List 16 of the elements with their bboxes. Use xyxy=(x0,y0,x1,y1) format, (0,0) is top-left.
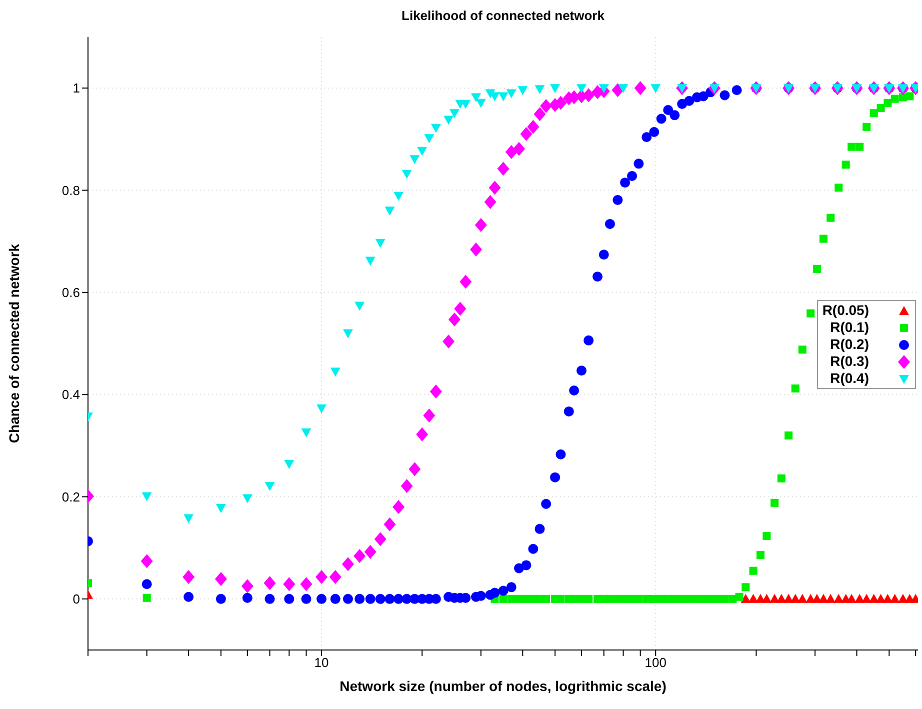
y-axis-title: Chance of connected network xyxy=(6,244,22,444)
x-tick-label: 100 xyxy=(644,655,666,670)
legend-label: R(0.4) xyxy=(830,370,869,387)
y-tick-label: 0.2 xyxy=(62,489,80,504)
legend-label: R(0.1) xyxy=(830,319,869,336)
x-tick-label: 10 xyxy=(314,655,329,670)
legend-label: R(0.3) xyxy=(830,353,869,370)
y-tick-label: 0.6 xyxy=(62,285,80,300)
legend-label: R(0.05) xyxy=(822,302,869,319)
y-tick-label: 0.8 xyxy=(62,182,80,198)
y-tick-label: 1 xyxy=(72,80,80,96)
chart-title: Likelihood of connected network xyxy=(400,8,606,23)
y-tick-label: 0.4 xyxy=(62,387,80,402)
legend-label: R(0.2) xyxy=(830,336,869,353)
y-tick-label: 0 xyxy=(72,592,80,607)
x-axis-title: Network size (number of nodes, logrithmic scale) xyxy=(340,678,666,694)
